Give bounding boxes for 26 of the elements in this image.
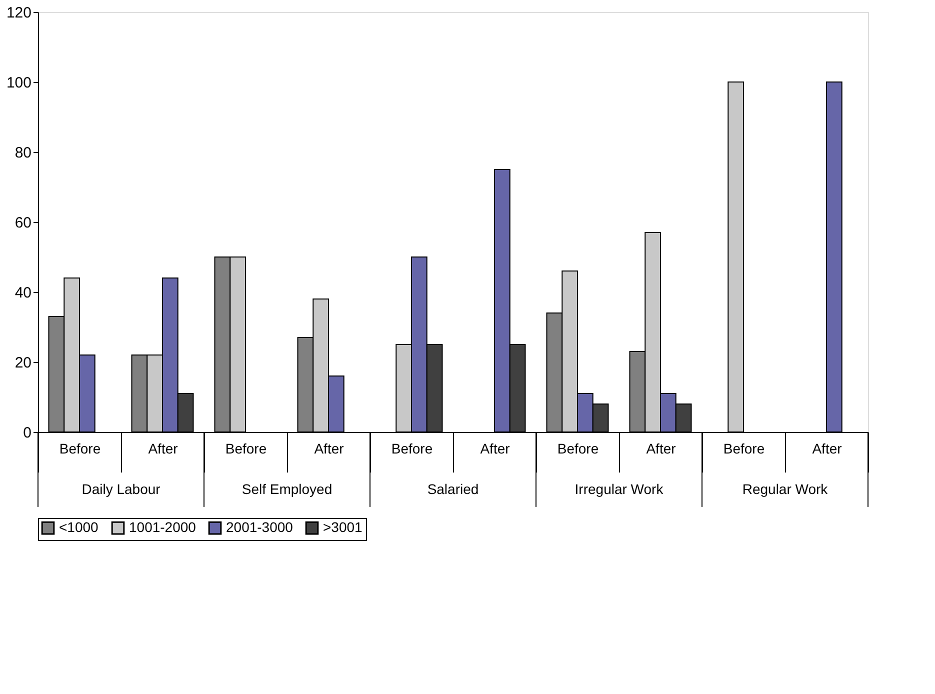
legend-label: 2001-3000 (226, 519, 294, 536)
x-tick-label: Before (391, 440, 433, 456)
y-tick-label: 80 (14, 144, 32, 162)
x-tick-label: Before (557, 440, 599, 456)
text: Regular Work (742, 481, 829, 497)
y-tick-label: 40 (14, 284, 32, 302)
x-tick-label: After (646, 440, 676, 456)
y-tick-label: 0 (23, 424, 32, 442)
text: Daily Labour (82, 481, 161, 497)
legend-label: <1000 (59, 519, 99, 536)
x-tick-label: Before (723, 440, 765, 456)
x-tick-label: After (148, 440, 178, 456)
legend-label: 1001-2000 (129, 519, 196, 536)
x-tick-label: Before (225, 440, 267, 456)
y-tick-label: 120 (6, 4, 32, 22)
text: Self Employed (242, 481, 332, 497)
x-tick-label: After (480, 440, 510, 456)
x-tick-label: After (812, 440, 842, 456)
text: Irregular Work (574, 481, 664, 497)
y-tick-label: 60 (14, 214, 32, 232)
x-tick-label: After (314, 440, 344, 456)
y-tick-label: 100 (6, 74, 32, 92)
x-tick-label: Before (59, 440, 101, 456)
text: Salaried (427, 481, 479, 497)
legend-label: >3001 (323, 519, 363, 536)
y-tick-label: 20 (14, 354, 32, 372)
